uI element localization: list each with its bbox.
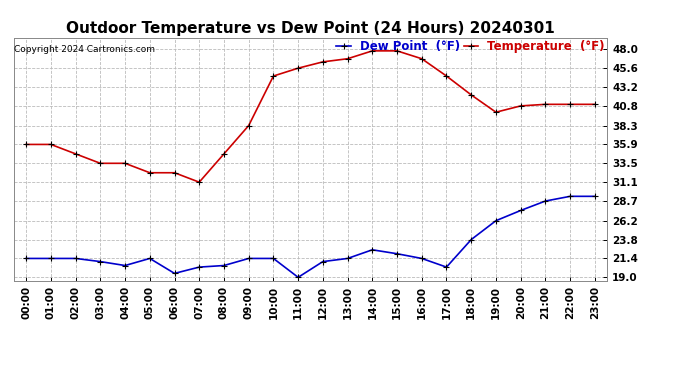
Title: Outdoor Temperature vs Dew Point (24 Hours) 20240301: Outdoor Temperature vs Dew Point (24 Hou… xyxy=(66,21,555,36)
Text: Copyright 2024 Cartronics.com: Copyright 2024 Cartronics.com xyxy=(14,45,155,54)
Legend: Dew Point  (°F), Temperature  (°F): Dew Point (°F), Temperature (°F) xyxy=(335,39,606,54)
